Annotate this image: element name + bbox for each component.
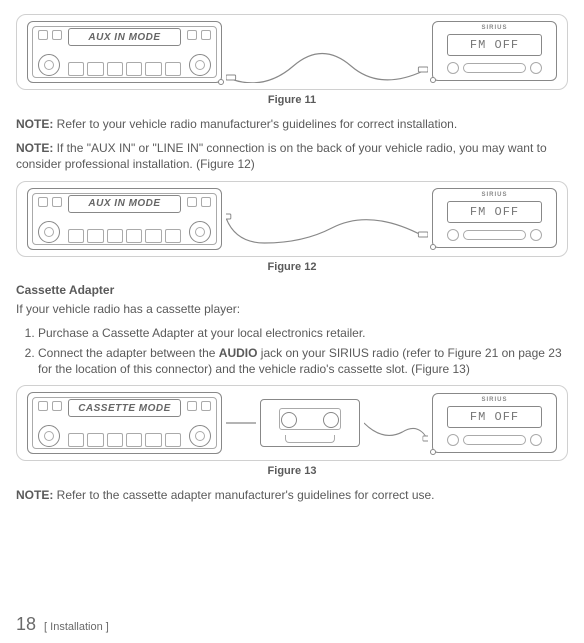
step-1: Purchase a Cassette Adapter at your loca…: [38, 325, 568, 341]
steps-list: Purchase a Cassette Adapter at your loca…: [38, 325, 568, 378]
step-2a: Connect the adapter between the: [38, 346, 219, 360]
step-2-bold: AUDIO: [219, 346, 258, 360]
sirius-brand-label: SIRIUS: [433, 25, 556, 31]
figure-11-box: AUX IN MODE SIRIUS FM OFF: [16, 14, 568, 90]
figure-12-caption: Figure 12: [16, 261, 568, 273]
sirius-radio-diagram: SIRIUS FM OFF: [432, 188, 557, 248]
cable-diagram: [226, 188, 428, 250]
car-radio-display: AUX IN MODE: [68, 28, 181, 46]
figure-13-box: CASSETTE MODE SIRIUS FM OFF: [16, 385, 568, 461]
note-label: NOTE:: [16, 141, 53, 155]
car-radio-diagram: AUX IN MODE: [27, 21, 222, 83]
cassette-diagram: [260, 399, 360, 447]
car-radio-diagram: CASSETTE MODE: [27, 392, 222, 454]
note-3: NOTE: Refer to the cassette adapter manu…: [16, 487, 568, 503]
note-label: NOTE:: [16, 488, 53, 502]
sirius-radio-diagram: SIRIUS FM OFF: [432, 21, 557, 81]
sirius-screen: FM OFF: [447, 34, 542, 56]
car-radio-display: CASSETTE MODE: [68, 399, 181, 417]
sirius-screen: FM OFF: [447, 201, 542, 223]
car-radio-diagram: AUX IN MODE: [27, 188, 222, 250]
cable-diagram: [226, 21, 428, 83]
note-label: NOTE:: [16, 117, 53, 131]
cassette-intro: If your vehicle radio has a cassette pla…: [16, 301, 568, 317]
cassette-adapter-heading: Cassette Adapter: [16, 283, 568, 297]
step-2: Connect the adapter between the AUDIO ja…: [38, 345, 568, 377]
note-2: NOTE: If the "AUX IN" or "LINE IN" conne…: [16, 140, 568, 172]
figure-11-caption: Figure 11: [16, 94, 568, 106]
page: AUX IN MODE SIRIUS FM OFF Figure 11 NOTE…: [0, 0, 584, 504]
cable-diagram: [364, 392, 428, 454]
note-2-text: If the "AUX IN" or "LINE IN" connection …: [16, 141, 547, 171]
page-number: 18: [16, 614, 36, 635]
figure-13-caption: Figure 13: [16, 465, 568, 477]
section-label: [ Installation ]: [44, 621, 109, 633]
car-radio-display: AUX IN MODE: [68, 195, 181, 213]
sirius-brand-label: SIRIUS: [433, 397, 556, 403]
cable-short: [226, 392, 256, 454]
figure-12-box: AUX IN MODE SIRIUS FM OFF: [16, 181, 568, 257]
sirius-radio-diagram: SIRIUS FM OFF: [432, 393, 557, 453]
note-1-text: Refer to your vehicle radio manufacturer…: [53, 117, 457, 131]
page-footer: 18 [ Installation ]: [16, 614, 109, 635]
sirius-screen: FM OFF: [447, 406, 542, 428]
note-1: NOTE: Refer to your vehicle radio manufa…: [16, 116, 568, 132]
sirius-brand-label: SIRIUS: [433, 192, 556, 198]
note-3-text: Refer to the cassette adapter manufactur…: [53, 488, 434, 502]
